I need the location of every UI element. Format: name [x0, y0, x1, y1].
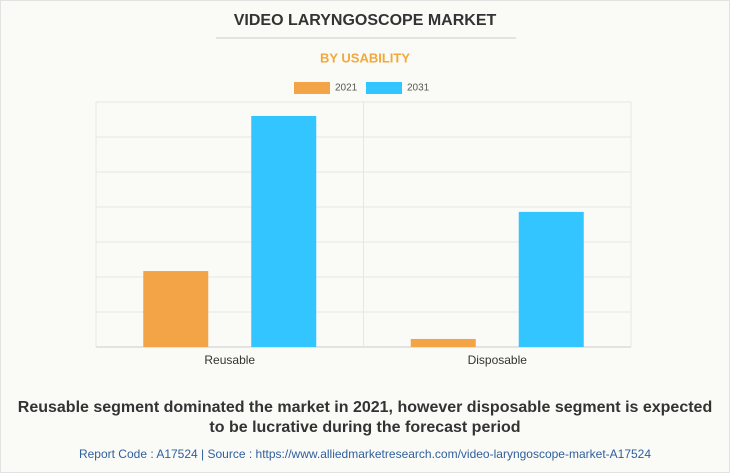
bar: [518, 211, 584, 347]
legend-label: 2021: [335, 83, 358, 94]
legend-swatch: [366, 82, 402, 94]
legend-swatch: [294, 82, 330, 94]
bar: [251, 116, 317, 347]
bar: [143, 271, 209, 347]
bar: [410, 338, 476, 347]
x-tick-label: Disposable: [468, 353, 528, 367]
chart-title: VIDEO LARYNGOSCOPE MARKET: [234, 12, 497, 29]
legend-label: 2031: [407, 83, 430, 94]
caption: Reusable segment dominated the market in…: [17, 399, 713, 436]
x-tick-label: Reusable: [204, 353, 255, 367]
source: Report Code : A17524 | Source : https://…: [78, 447, 652, 461]
chart: VIDEO LARYNGOSCOPE MARKET BY USABILITY 2…: [95, 12, 632, 367]
chart-subtitle: BY USABILITY: [320, 50, 410, 65]
